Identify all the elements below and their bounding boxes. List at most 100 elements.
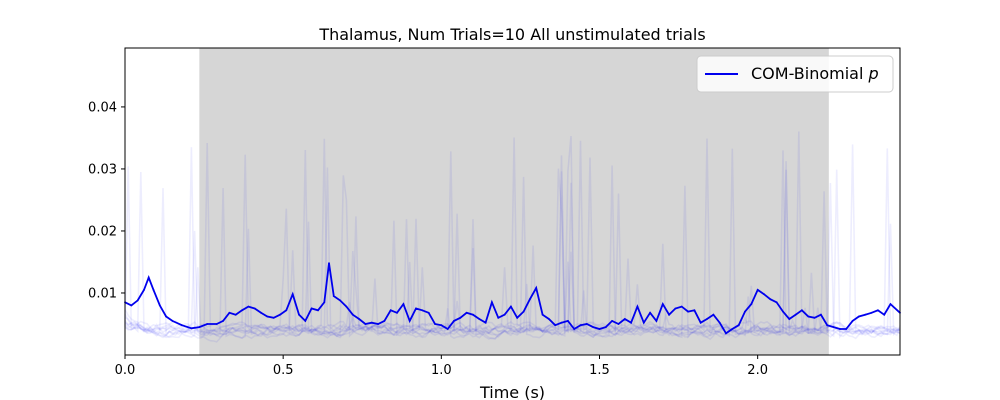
data-point [554, 324, 557, 327]
data-point [889, 303, 892, 305]
data-point [389, 309, 392, 312]
data-point [832, 326, 835, 328]
data-point [699, 321, 702, 324]
data-point [674, 307, 677, 310]
data-point [630, 321, 632, 324]
plot-area [124, 47, 901, 356]
data-point [839, 328, 841, 330]
data-point [181, 324, 183, 327]
data-point [491, 301, 493, 304]
data-point [592, 326, 595, 328]
axes-frame [124, 47, 901, 356]
data-point [206, 323, 209, 325]
data-point [427, 311, 430, 314]
data-point [687, 310, 689, 313]
data-point [516, 316, 519, 319]
data-point [693, 309, 696, 312]
data-point [877, 309, 879, 312]
data-point [636, 305, 639, 308]
data-point [247, 305, 250, 308]
series-line-com-binomial-p [124, 263, 901, 335]
x-tick-label: 0.0 [115, 363, 136, 378]
ghost-trace [124, 148, 901, 339]
data-point [567, 320, 569, 322]
data-point [801, 309, 803, 312]
data-point [143, 289, 145, 291]
data-point [415, 307, 417, 310]
data-point [585, 323, 588, 325]
series-points [124, 262, 901, 335]
data-point [807, 315, 810, 318]
ghost-trace [124, 131, 901, 339]
data-point [364, 323, 367, 325]
data-point [623, 318, 626, 320]
data-point [328, 262, 330, 265]
data-point [763, 293, 765, 296]
y-tick-label: 0.03 [88, 162, 117, 177]
data-point [668, 313, 670, 316]
x-axis-ticks: 0.0 0.5 1.0 1.5 2.0 [115, 355, 768, 378]
data-point [706, 318, 708, 320]
data-point [272, 316, 275, 319]
data-point [503, 313, 506, 316]
x-tick-label: 1.5 [589, 363, 610, 378]
x-tick-label: 0.5 [273, 363, 294, 378]
data-point [775, 301, 778, 304]
data-point [522, 310, 525, 313]
data-point [323, 301, 326, 304]
data-point [484, 321, 487, 324]
data-point [408, 320, 411, 322]
data-point [655, 320, 658, 322]
data-point [497, 316, 500, 319]
legend: COM-Binomial p [696, 55, 894, 93]
data-point [279, 313, 281, 316]
data-point [782, 310, 784, 313]
data-point [680, 305, 683, 308]
data-point [661, 303, 664, 305]
data-point [304, 320, 307, 322]
data-point [870, 311, 873, 314]
data-point [446, 328, 449, 330]
ghost-trace [124, 137, 901, 339]
data-point [421, 309, 424, 312]
ghost-trace [124, 176, 901, 339]
legend-label-italic: p [868, 64, 879, 83]
data-point [351, 313, 354, 316]
data-point [260, 311, 262, 314]
data-point [712, 313, 715, 316]
shaded-region [199, 48, 829, 355]
data-point [718, 321, 721, 324]
data-point [560, 321, 563, 324]
data-point [152, 289, 155, 291]
data-point [529, 298, 531, 301]
ghost-trace [124, 138, 901, 340]
data-point [750, 303, 753, 305]
data-point [396, 311, 398, 314]
data-point [725, 332, 727, 335]
data-point [228, 311, 231, 314]
data-point [548, 318, 550, 320]
chart-title: Thalamus, Num Trials=10 All unstimulated… [318, 25, 705, 44]
legend-label: COM-Binomial p [751, 64, 879, 83]
x-tick-label: 2.0 [747, 363, 768, 378]
data-point [136, 299, 139, 302]
data-point [579, 324, 582, 327]
data-point [130, 304, 133, 307]
data-point [358, 318, 360, 320]
data-point [215, 323, 218, 325]
data-point [459, 316, 462, 319]
ghost-trace [124, 157, 901, 341]
data-point [266, 315, 269, 318]
data-point [453, 320, 455, 322]
data-point [285, 309, 288, 312]
ghost-trace [124, 136, 901, 340]
data-point [649, 311, 651, 314]
data-point [190, 327, 193, 330]
data-point [158, 304, 161, 307]
data-point [377, 323, 379, 325]
data-point [794, 313, 797, 316]
data-point [769, 298, 772, 301]
data-point [472, 313, 474, 316]
data-point [826, 324, 829, 327]
